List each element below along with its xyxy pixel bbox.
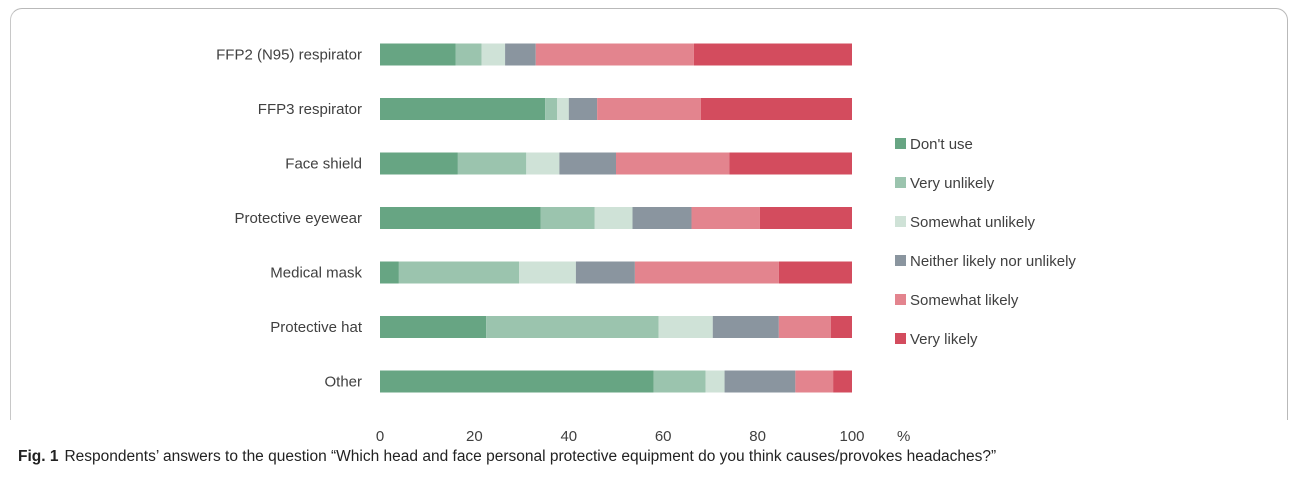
category-label-protective-eyewear: Protective eyewear xyxy=(234,210,362,227)
caption-label: Fig. 1 xyxy=(18,448,59,465)
bar-segment-ffp2-n95-respirator-somewhat-likely xyxy=(535,43,694,66)
bar-segment-ffp2-n95-respirator-very-unlikely xyxy=(455,43,482,66)
x-tick-label: 100 xyxy=(839,428,864,445)
figure-caption: Fig. 1 Respondents’ answers to the questi… xyxy=(18,448,996,466)
bar-segment-ffp2-n95-respirator-somewhat-unlikely xyxy=(481,43,506,66)
legend: Don't use Very unlikely Somewhat unlikely N… xyxy=(895,136,1076,348)
category-label-ffp3-respirator: FFP3 respirator xyxy=(258,101,362,118)
bar-segment-medical-mask-don-t-use xyxy=(380,261,399,284)
caption-text: Respondents’ answers to the question “Wh… xyxy=(64,448,997,465)
category-label-ffp2-n95-respirator: FFP2 (N95) respirator xyxy=(216,47,362,64)
bar-segment-face-shield-somewhat-likely xyxy=(616,152,730,175)
bar-segment-protective-hat-somewhat-unlikely xyxy=(658,316,713,338)
figure-frame xyxy=(10,8,1288,478)
bar-segment-other-somewhat-unlikely xyxy=(705,370,725,393)
bar-segment-ffp3-respirator-don-t-use xyxy=(380,98,546,120)
bar-segment-ffp2-n95-respirator-neither-likely-nor-unlikely xyxy=(505,43,536,66)
bar-segment-other-neither-likely-nor-unlikely xyxy=(724,370,796,393)
bar-segment-face-shield-somewhat-unlikely xyxy=(526,152,560,175)
legend-label-very-likely: Very likely xyxy=(910,331,978,348)
bar-segment-ffp3-respirator-very-unlikely xyxy=(545,98,557,120)
category-label-protective-hat: Protective hat xyxy=(270,319,363,336)
bar-segment-protective-eyewear-neither-likely-nor-unlikely xyxy=(632,207,692,229)
category-label-medical-mask: Medical mask xyxy=(270,265,362,282)
bar-segment-ffp3-respirator-somewhat-likely xyxy=(597,98,701,120)
bar-segment-ffp3-respirator-very-likely xyxy=(700,98,852,120)
bar-segment-ffp2-n95-respirator-very-likely xyxy=(693,43,852,66)
bar-segment-ffp3-respirator-neither-likely-nor-unlikely xyxy=(568,98,598,120)
bar-segment-protective-eyewear-somewhat-likely xyxy=(691,207,760,229)
bar-segment-medical-mask-somewhat-likely xyxy=(634,261,779,284)
category-label-face-shield: Face shield xyxy=(285,156,362,173)
x-tick-label: 0 xyxy=(376,428,384,445)
bar-segment-protective-hat-very-likely xyxy=(830,316,852,338)
x-tick-label: 20 xyxy=(466,428,483,445)
bar-segment-protective-eyewear-very-likely xyxy=(759,207,852,229)
bar-segment-medical-mask-very-unlikely xyxy=(398,261,520,284)
bar-segment-protective-eyewear-very-unlikely xyxy=(540,207,595,229)
legend-label-neither-likely-nor-unlikely: Neither likely nor unlikely xyxy=(910,253,1076,270)
legend-label-somewhat-unlikely: Somewhat unlikely xyxy=(910,214,1036,231)
frame-mask xyxy=(0,420,1293,481)
bar-segment-ffp2-n95-respirator-don-t-use xyxy=(380,43,456,66)
legend-label-don-t-use: Don't use xyxy=(910,136,973,153)
bar-segment-other-somewhat-likely xyxy=(795,370,834,393)
x-tick-label: 40 xyxy=(560,428,577,445)
x-tick-label: 80 xyxy=(749,428,766,445)
bar-segment-face-shield-very-likely xyxy=(729,152,852,175)
bar-segment-face-shield-don-t-use xyxy=(380,152,458,175)
legend-label-very-unlikely: Very unlikely xyxy=(910,175,995,192)
x-axis-unit: % xyxy=(897,428,910,445)
category-labels: FFP2 (N95) respirator FFP3 respirator Face… xyxy=(216,47,363,391)
bars-group xyxy=(380,43,852,393)
category-label-other: Other xyxy=(324,374,362,391)
legend-swatch-neither-likely-nor-unlikely xyxy=(895,255,906,266)
bar-segment-protective-hat-neither-likely-nor-unlikely xyxy=(712,316,779,338)
legend-swatch-somewhat-likely xyxy=(895,294,906,305)
bar-segment-other-very-unlikely xyxy=(653,370,706,393)
bar-segment-protective-eyewear-somewhat-unlikely xyxy=(594,207,633,229)
legend-swatch-don-t-use xyxy=(895,138,906,149)
bar-segment-face-shield-neither-likely-nor-unlikely xyxy=(559,152,616,175)
bar-segment-protective-hat-don-t-use xyxy=(380,316,487,338)
x-tick-label: 60 xyxy=(655,428,672,445)
bar-segment-protective-hat-very-unlikely xyxy=(486,316,659,338)
bar-segment-other-very-likely xyxy=(833,370,852,393)
bar-segment-face-shield-very-unlikely xyxy=(457,152,527,175)
legend-label-somewhat-likely: Somewhat likely xyxy=(910,292,1019,309)
bar-segment-medical-mask-neither-likely-nor-unlikely xyxy=(575,261,635,284)
bar-segment-medical-mask-somewhat-unlikely xyxy=(519,261,576,284)
bar-segment-medical-mask-very-likely xyxy=(778,261,852,284)
legend-swatch-very-likely xyxy=(895,333,906,344)
bar-segment-protective-eyewear-don-t-use xyxy=(380,207,541,229)
legend-swatch-somewhat-unlikely xyxy=(895,216,906,227)
legend-swatch-very-unlikely xyxy=(895,177,906,188)
x-axis-ticks: 0 20 40 60 80 100 xyxy=(376,428,865,445)
bar-segment-other-don-t-use xyxy=(380,370,654,393)
bar-segment-ffp3-respirator-somewhat-unlikely xyxy=(557,98,569,120)
bar-segment-protective-hat-somewhat-likely xyxy=(778,316,831,338)
